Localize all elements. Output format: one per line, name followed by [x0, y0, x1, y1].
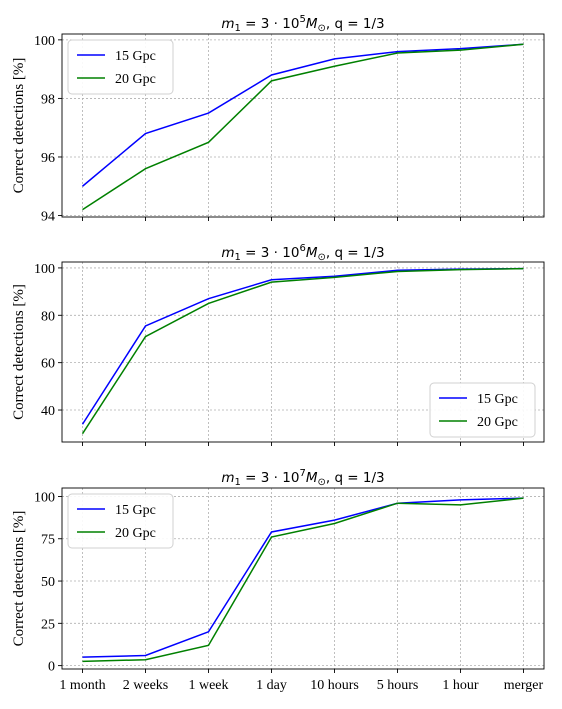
title-m: m — [221, 470, 234, 486]
legend: 15 Gpc 20 Gpc — [429, 382, 536, 438]
y-axis-label: Correct detections [%] — [11, 58, 27, 194]
x-tick-label: 10 hours — [310, 678, 359, 693]
legend-box — [429, 382, 536, 438]
title-q: , q = 1/3 — [326, 245, 385, 261]
title-mass-sub: ⊙ — [317, 252, 325, 263]
title-mass: M — [306, 245, 318, 261]
legend: 15 Gpc 20 Gpc — [67, 493, 174, 549]
series-line-2 — [81, 267, 524, 435]
title-m-sub: 1 — [235, 477, 241, 488]
y-tick-label: 75 — [41, 533, 55, 548]
legend-label-2: 20 Gpc — [477, 415, 518, 430]
chart-title: m1 = 3 · 105M⊙, q = 1/3 — [221, 14, 384, 34]
y-tick-label: 94 — [41, 210, 55, 225]
x-tick-label: 2 weeks — [123, 678, 169, 693]
legend-box — [67, 493, 174, 549]
y-axis-label: Correct detections [%] — [11, 511, 27, 647]
title-mantissa: = 3 · 10 — [241, 245, 300, 261]
x-tick-label: 1 day — [256, 678, 287, 693]
y-tick-label: 100 — [34, 262, 55, 277]
x-tick-label: merger — [504, 678, 544, 693]
title-mantissa: = 3 · 10 — [241, 16, 300, 32]
legend-label-1: 15 Gpc — [115, 49, 156, 64]
title-mass-sub: ⊙ — [317, 477, 325, 488]
plot-frame — [61, 261, 545, 443]
y-tick-label: 0 — [48, 660, 55, 675]
y-tick-label: 25 — [41, 617, 55, 632]
title-q: , q = 1/3 — [326, 16, 385, 32]
chart-panel-3: 1 month 2 weeks 1 week 1 day 10 hours 5 hours… — [11, 468, 545, 693]
y-tick-label: 98 — [41, 92, 55, 107]
x-tick-label: 5 hours — [377, 678, 419, 693]
x-tick-label: 1 month — [59, 678, 105, 693]
chart-title: m1 = 3 · 107M⊙, q = 1/3 — [221, 468, 384, 488]
legend-label-2: 20 Gpc — [115, 72, 156, 87]
legend-label-1: 15 Gpc — [477, 392, 518, 407]
legend-box — [67, 39, 174, 95]
series-line-1 — [82, 43, 524, 187]
series-line-1 — [82, 497, 524, 658]
title-m: m — [221, 16, 234, 32]
title-mass-sub: ⊙ — [317, 23, 325, 34]
title-mass: M — [306, 470, 318, 486]
title-mass: M — [306, 16, 318, 32]
legend: 15 Gpc 20 Gpc — [67, 39, 174, 95]
series-line-2 — [82, 43, 524, 211]
chart-panel-2: 40 60 80 100 Correct detections [%] m1 = 3 · … — [11, 243, 545, 446]
title-m: m — [221, 245, 234, 261]
y-tick-label: 60 — [41, 357, 55, 372]
y-tick-label: 100 — [34, 490, 55, 505]
title-exponent: 5 — [299, 14, 305, 25]
y-tick-label: 96 — [41, 151, 55, 166]
legend-label-2: 20 Gpc — [115, 526, 156, 541]
title-q: , q = 1/3 — [326, 470, 385, 486]
plot-frame — [61, 33, 545, 218]
x-tick-label: 1 hour — [442, 678, 479, 693]
y-tick-label: 100 — [34, 34, 55, 49]
series-line-2 — [82, 497, 524, 663]
plot-frame — [61, 487, 545, 670]
title-exponent: 7 — [299, 468, 305, 479]
y-axis-label: Correct detections [%] — [11, 284, 27, 420]
x-tick-label: 1 week — [188, 678, 228, 693]
y-tick-label: 40 — [41, 404, 55, 419]
chart-panel-1: 94 96 98 100 Correct detections [%] m1 = 3 · … — [11, 14, 545, 225]
title-mantissa: = 3 · 10 — [241, 470, 300, 486]
legend-label-1: 15 Gpc — [115, 503, 156, 518]
title-m-sub: 1 — [235, 23, 241, 34]
title-m-sub: 1 — [235, 252, 241, 263]
y-tick-label: 80 — [41, 309, 55, 324]
title-exponent: 6 — [299, 243, 305, 254]
chart-title: m1 = 3 · 106M⊙, q = 1/3 — [221, 243, 384, 263]
y-tick-label: 50 — [41, 575, 55, 590]
